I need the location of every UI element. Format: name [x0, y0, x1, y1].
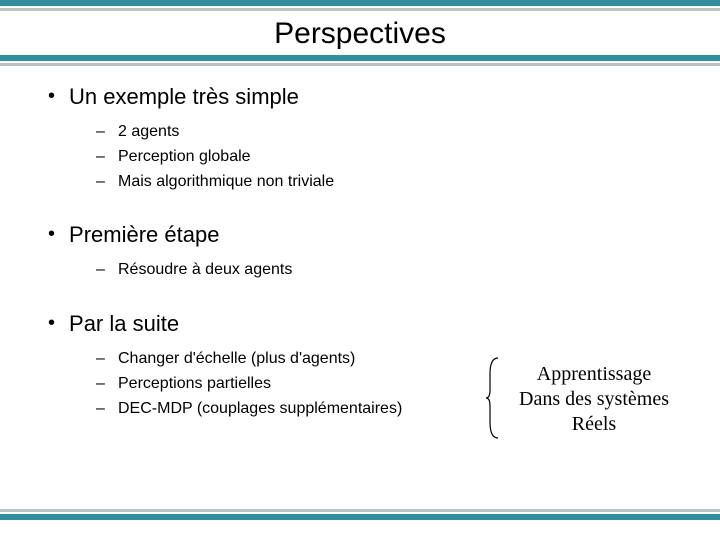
item-text: DEC-MDP (couplages supplémentaires) — [118, 397, 402, 422]
list-item: –Mais algorithmique non triviale — [96, 170, 680, 195]
item-text: Perceptions partielles — [118, 372, 271, 397]
list-item: –2 agents — [96, 120, 680, 145]
under-title-bars — [0, 55, 720, 66]
bullet-icon: • — [48, 224, 55, 244]
item-text: Résoudre à deux agents — [118, 258, 292, 283]
dash-icon: – — [96, 372, 108, 397]
section-1: • Un exemple très simple –2 agents –Perc… — [48, 84, 680, 194]
slide-title: Perspectives — [0, 11, 720, 55]
bullet-icon: • — [48, 313, 55, 333]
callout-line2: Dans des systèmes — [506, 387, 682, 412]
item-text: 2 agents — [118, 120, 179, 145]
bar-thick-top — [0, 0, 720, 6]
bar-thick-bottom — [0, 514, 720, 520]
section-heading: • Un exemple très simple — [48, 84, 680, 110]
bottom-decorative-bars — [0, 509, 720, 520]
section-2: • Première étape –Résoudre à deux agents — [48, 222, 680, 283]
dash-icon: – — [96, 397, 108, 422]
item-text: Perception globale — [118, 145, 251, 170]
list-item: –Perception globale — [96, 145, 680, 170]
callout-line1: Apprentissage — [506, 362, 682, 387]
heading-text: Par la suite — [69, 311, 179, 337]
dash-icon: – — [96, 258, 108, 283]
item-text: Changer d'échelle (plus d'agents) — [118, 347, 355, 372]
dash-icon: – — [96, 145, 108, 170]
heading-text: Un exemple très simple — [69, 84, 299, 110]
list-item: –Résoudre à deux agents — [96, 258, 680, 283]
heading-text: Première étape — [69, 222, 219, 248]
callout-line3: Réels — [506, 412, 682, 437]
dash-icon: – — [96, 170, 108, 195]
bar-thick-under — [0, 55, 720, 61]
brace-icon — [484, 356, 502, 440]
content-area: • Un exemple très simple –2 agents –Perc… — [0, 66, 720, 422]
sublist: –2 agents –Perception globale –Mais algo… — [48, 120, 680, 194]
section-heading: • Première étape — [48, 222, 680, 248]
sublist: –Résoudre à deux agents — [48, 258, 680, 283]
callout-box: Apprentissage Dans des systèmes Réels — [506, 362, 682, 437]
item-text: Mais algorithmique non triviale — [118, 170, 334, 195]
section-heading: • Par la suite — [48, 311, 680, 337]
dash-icon: – — [96, 120, 108, 145]
dash-icon: – — [96, 347, 108, 372]
bar-thin-bottom — [0, 509, 720, 512]
bullet-icon: • — [48, 86, 55, 106]
top-decorative-bars — [0, 0, 720, 11]
